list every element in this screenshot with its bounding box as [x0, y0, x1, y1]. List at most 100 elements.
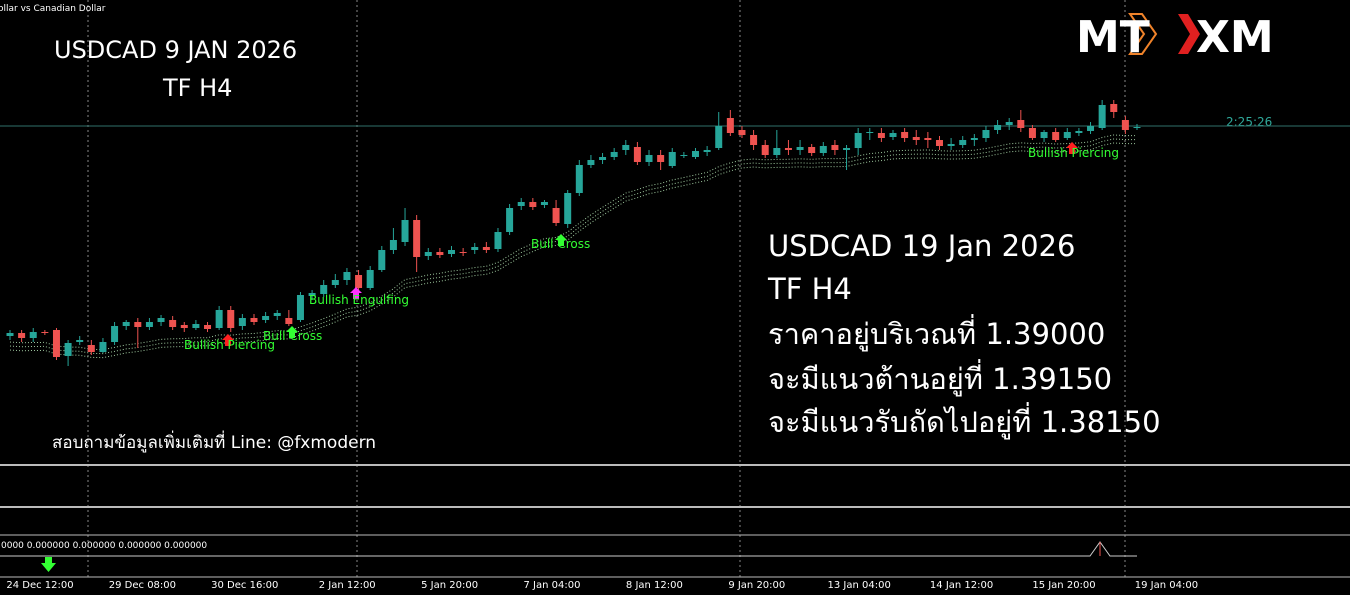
candle-body: [18, 333, 26, 338]
candle-body: [1098, 105, 1106, 128]
candle-body: [1087, 126, 1095, 131]
candle-body: [691, 151, 699, 157]
candle-body: [506, 208, 514, 232]
candle-body: [912, 137, 920, 140]
x-tick-label: 9 Jan 20:00: [728, 580, 785, 591]
candle-body: [982, 130, 990, 138]
candle-body: [134, 322, 142, 327]
candle-body: [947, 144, 955, 146]
candle-body: [750, 135, 758, 145]
x-tick-label: 5 Jan 20:00: [421, 580, 478, 591]
candle-body: [959, 140, 967, 145]
candle-body: [215, 310, 223, 328]
candle-body: [122, 322, 130, 326]
candle-body: [552, 208, 560, 223]
candle-body: [355, 275, 363, 288]
title-right: จะมีแนวรับถัดไปอยู่ที่ 1.38150: [768, 402, 1161, 440]
ma-band: [9, 134, 1138, 351]
x-tick-label: 7 Jan 04:00: [524, 580, 581, 591]
candle-body: [796, 147, 804, 150]
candle-body: [76, 340, 84, 342]
candle-body: [343, 272, 351, 280]
candle-body: [145, 322, 153, 327]
logo-arrow: [1128, 13, 1158, 55]
candle-body: [320, 285, 328, 294]
candle-body: [715, 126, 723, 148]
candle-body: [6, 333, 14, 336]
candle-body: [331, 280, 339, 285]
candle-body: [424, 252, 432, 256]
candle-body: [877, 133, 885, 138]
signal-arrow: [286, 326, 298, 338]
candle-body: [87, 345, 95, 352]
candle-body: [1040, 132, 1048, 138]
candle-body: [378, 250, 386, 270]
candle-body: [994, 125, 1002, 130]
logo-text: XM: [1196, 12, 1274, 63]
x-tick-label: 24 Dec 12:00: [6, 580, 73, 591]
candle-body: [843, 148, 851, 150]
candle-body: [482, 247, 490, 250]
candle-body: [889, 133, 897, 137]
candle-body: [622, 145, 630, 150]
candle-body: [587, 160, 595, 165]
candle-body: [366, 270, 374, 288]
x-tick-label: 14 Jan 12:00: [930, 580, 993, 591]
x-tick-label: 8 Jan 12:00: [626, 580, 683, 591]
candle-body: [808, 147, 816, 153]
candle-body: [773, 148, 781, 155]
candle-body: [1063, 132, 1071, 138]
candle-body: [52, 330, 60, 357]
candle-body: [680, 155, 688, 156]
symbol-title: ollar vs Canadian Dollar: [0, 4, 106, 14]
candle-body: [169, 320, 177, 327]
candle-body: [924, 138, 932, 140]
candle-body: [1028, 128, 1036, 138]
candle-body: [575, 165, 583, 193]
candle-body: [854, 133, 862, 148]
candle-body: [599, 157, 607, 160]
candle-body: [819, 146, 827, 153]
candle-body: [901, 132, 909, 138]
candle-body: [41, 332, 49, 333]
candle-body: [970, 138, 978, 140]
logo-text: MT: [1076, 12, 1150, 63]
contact: สอบถามข้อมูลเพิ่มเติมที่ Line: @fxmodern: [52, 430, 376, 453]
candle-body: [1017, 120, 1025, 128]
pattern-label: Bull Cross: [531, 237, 590, 251]
candle-body: [29, 332, 37, 338]
candle-body: [111, 326, 119, 342]
candle-body: [1110, 104, 1118, 112]
title-right: ราคาอยู่บริเวณที่ 1.39000: [768, 314, 1105, 352]
candle-body: [448, 250, 456, 254]
candle-body: [494, 232, 502, 249]
candle-body: [99, 342, 107, 352]
candle-body: [262, 316, 270, 320]
candle-body: [668, 152, 676, 166]
candle-body: [935, 140, 943, 146]
candle-body: [831, 145, 839, 150]
pattern-label: Bullish Piercing: [1028, 146, 1119, 160]
title-right: TF H4: [767, 272, 852, 306]
candle-body: [726, 118, 734, 133]
candle-body: [413, 220, 421, 257]
candle-body: [471, 247, 479, 250]
countdown: 2:25:26: [1226, 115, 1272, 129]
x-tick-label: 30 Dec 16:00: [211, 580, 278, 591]
x-tick-label: 29 Dec 08:00: [109, 580, 176, 591]
candle-body: [564, 193, 572, 224]
candle-body: [1005, 122, 1013, 125]
title-right: จะมีแนวต้านอยู่ที่ 1.39150: [768, 359, 1112, 397]
candle-body: [389, 240, 397, 250]
candle-body: [192, 324, 200, 328]
candle-body: [459, 252, 467, 253]
candle-body: [1121, 120, 1129, 130]
candle-body: [436, 252, 444, 255]
candle-body: [238, 318, 246, 326]
ma-band: [9, 142, 1138, 359]
candle-body: [738, 130, 746, 135]
candle-body: [64, 343, 72, 356]
plot: 24 Dec 12:00 29 Dec 08:00 30 Dec 16:00 2 Ja…: [0, 100, 1350, 591]
candle-body: [308, 293, 316, 296]
